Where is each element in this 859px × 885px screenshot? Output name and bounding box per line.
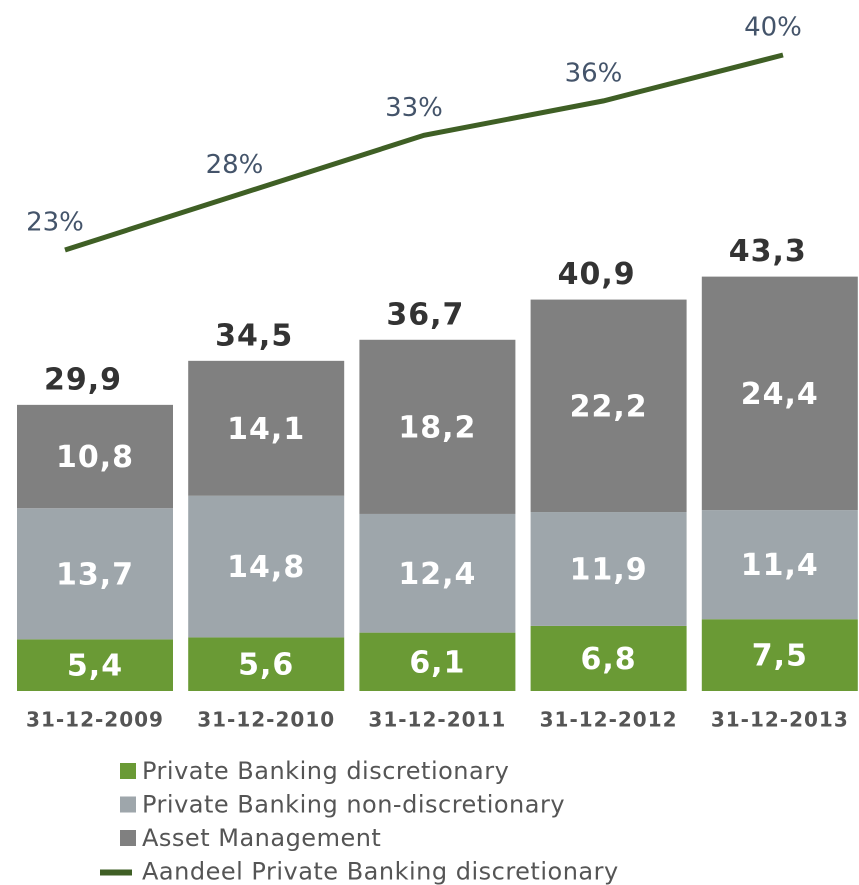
total-label: 34,5: [215, 318, 293, 353]
segment-label: 7,5: [752, 639, 808, 674]
legend-swatch: [120, 830, 136, 846]
legend-swatch: [120, 763, 136, 779]
x-tick-label: 31-12-2012: [540, 708, 678, 732]
line-label: 33%: [385, 93, 443, 123]
total-label: 40,9: [558, 257, 636, 292]
segment-label: 11,9: [570, 552, 648, 587]
bar-segment: [359, 632, 516, 691]
legend-swatch: [100, 869, 132, 876]
line-label: 40%: [744, 13, 802, 43]
bar-segment: [188, 637, 345, 691]
legend-label: Asset Management: [142, 824, 381, 852]
segment-label: 24,4: [741, 377, 819, 412]
x-tick-label: 31-12-2009: [26, 708, 164, 732]
bar-segment: [701, 619, 858, 691]
segment-label: 14,1: [227, 412, 305, 447]
legend-label: Private Banking non-discretionary: [142, 791, 565, 819]
bar-segment: [17, 404, 173, 509]
segment-label: 14,8: [227, 550, 305, 585]
segment-label: 12,4: [398, 557, 476, 592]
bar-segment: [701, 276, 858, 511]
segment-label: 5,4: [67, 649, 123, 684]
segment-label: 10,8: [56, 440, 134, 475]
line-label: 36%: [565, 58, 623, 88]
segment-label: 22,2: [570, 389, 648, 424]
legend-label: Private Banking discretionary: [142, 757, 509, 785]
bar-segment: [17, 508, 173, 640]
total-label: 43,3: [729, 234, 807, 269]
line-label: 28%: [206, 150, 264, 180]
x-tick-label: 31-12-2013: [711, 708, 849, 732]
legend-swatch: [120, 796, 136, 813]
segment-label: 18,2: [398, 410, 476, 445]
segment-label: 5,6: [238, 648, 294, 683]
total-label: 36,7: [386, 297, 464, 332]
bar-segment: [188, 495, 345, 638]
segment-label: 6,1: [409, 645, 465, 680]
line: [64, 52, 784, 253]
bar-segment: [359, 339, 516, 514]
bar-segment: [17, 639, 173, 691]
segment-label: 11,4: [741, 548, 819, 583]
segment-label: 13,7: [56, 557, 134, 592]
bar-segment: [701, 510, 858, 620]
bar-segment: [530, 625, 687, 691]
bar-segment: [530, 299, 687, 513]
segment-label: 6,8: [581, 642, 637, 677]
x-tick-label: 31-12-2010: [197, 708, 335, 732]
bar-segment: [530, 512, 687, 626]
legend-label: Aandeel Private Banking discretionary: [142, 858, 619, 885]
total-label: 29,9: [44, 362, 122, 397]
x-tick-label: 31-12-2011: [368, 708, 506, 732]
bar-segment: [188, 360, 345, 496]
bar-segment: [359, 513, 516, 633]
line-label: 23%: [26, 207, 84, 237]
